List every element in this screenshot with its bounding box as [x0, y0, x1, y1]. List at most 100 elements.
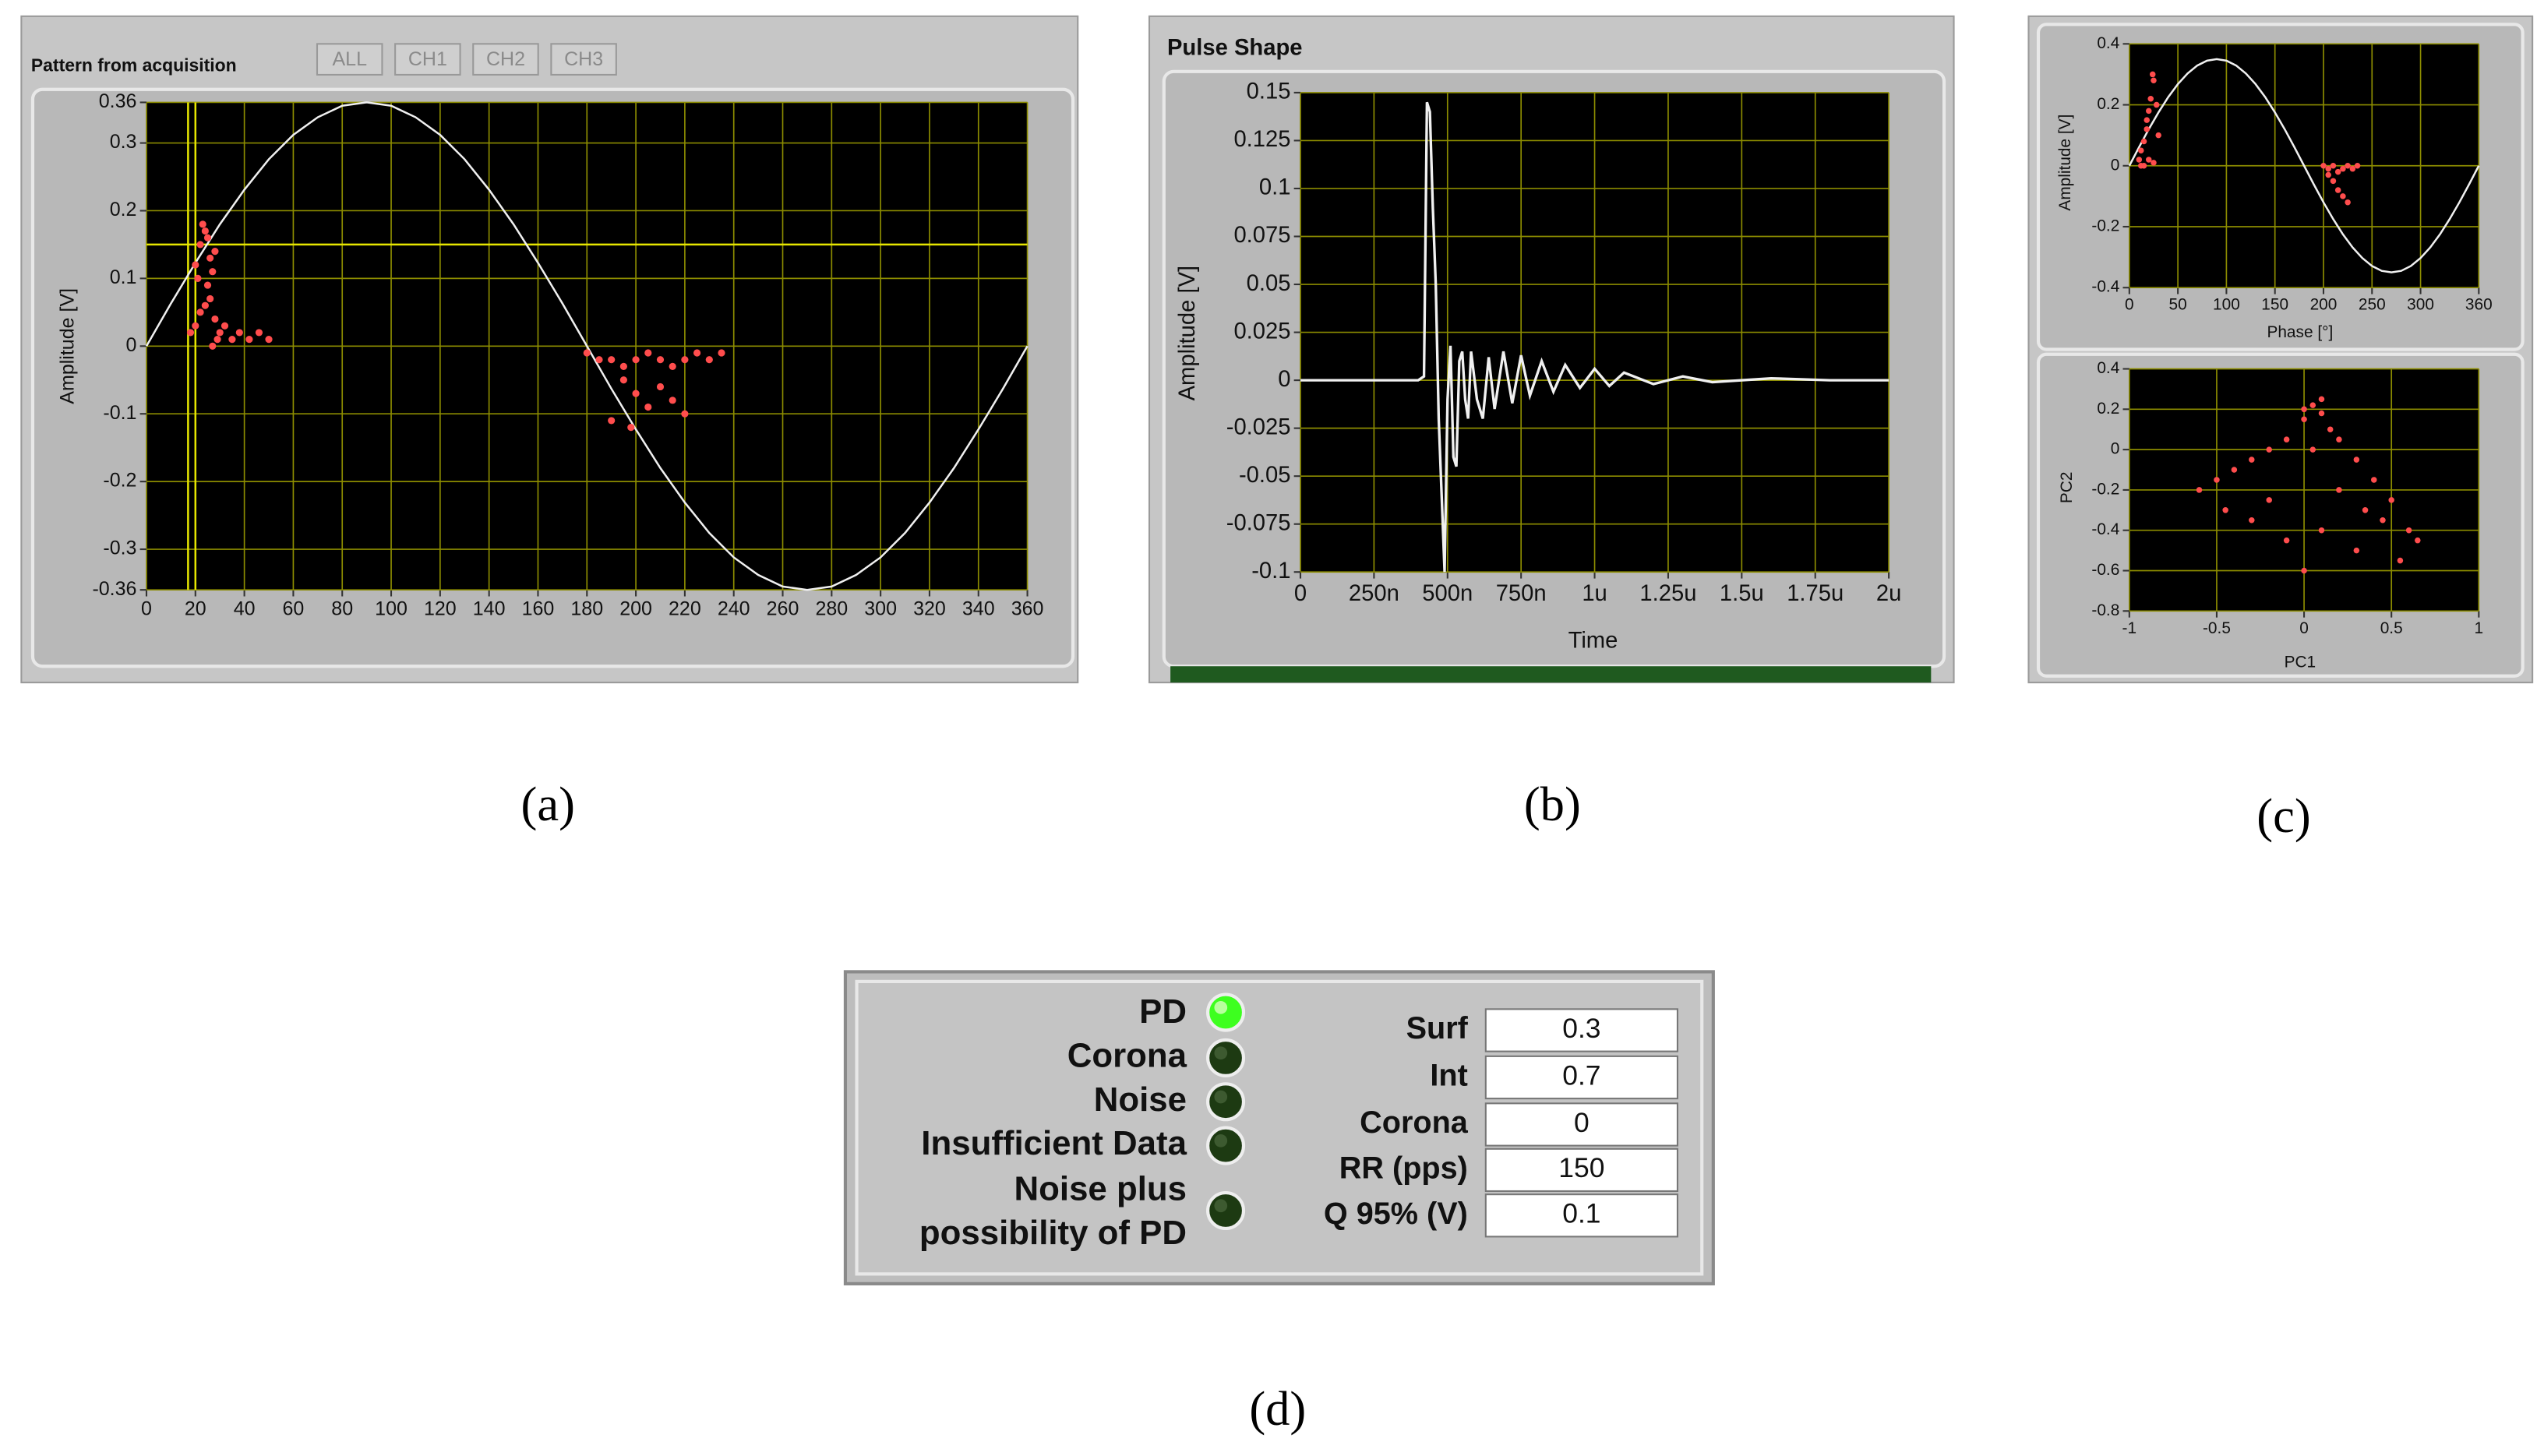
y-axis-label: Amplitude [V] [2056, 115, 2074, 211]
data-point [2283, 436, 2290, 442]
field-value: 0.7 [1562, 1059, 1600, 1091]
curve [1300, 101, 1889, 573]
field-label: Corona [1360, 1105, 1469, 1140]
data-point [608, 356, 616, 364]
x-axis-label: Phase [°] [2267, 323, 2333, 341]
data-point [194, 274, 202, 282]
channel-button[interactable] [394, 43, 461, 76]
x-tick-label: 120 [424, 598, 457, 620]
data-point [2153, 101, 2160, 108]
x-tick-label: 140 [473, 598, 506, 620]
y-tick-label: 0.05 [1247, 271, 1291, 296]
y-tick-label: -0.1 [1251, 559, 1290, 583]
channel-button[interactable] [550, 43, 617, 76]
field-box [1484, 1102, 1678, 1147]
data-point [2336, 487, 2342, 493]
data-point [255, 329, 263, 337]
y-tick-label: -0.075 [1226, 510, 1291, 535]
channel-button[interactable] [472, 43, 539, 76]
x-tick-label: 0 [2125, 296, 2134, 314]
caption: (c) [2256, 788, 2310, 843]
y-tick-label: -0.2 [2091, 217, 2119, 234]
x-axis-label: Time [1568, 629, 1618, 654]
data-point [216, 329, 224, 337]
data-point [2362, 507, 2369, 513]
data-point [681, 410, 689, 418]
x-tick-label: 1u [1582, 581, 1607, 606]
data-point [2334, 168, 2341, 175]
led-highlight [1214, 1046, 1228, 1060]
x-tick-label: 240 [718, 598, 750, 620]
data-point [2345, 199, 2351, 206]
data-point [2318, 410, 2325, 417]
x-tick-label: 150 [2261, 296, 2288, 314]
y-tick-label: 0.36 [99, 90, 137, 112]
data-point [2196, 487, 2203, 493]
data-point [632, 390, 640, 397]
data-point [2144, 117, 2151, 123]
field-value: 150 [1558, 1152, 1604, 1183]
channel-button-label: CH1 [408, 48, 447, 70]
data-point [196, 241, 204, 249]
data-point [2340, 165, 2346, 172]
data-point [627, 424, 635, 432]
data-point [2397, 557, 2404, 564]
data-point [209, 268, 217, 276]
y-tick-label: 0.1 [1259, 175, 1291, 200]
y-tick-label: -0.05 [1239, 463, 1291, 488]
data-point [211, 315, 219, 323]
data-point [196, 308, 204, 316]
field-value: 0 [1574, 1107, 1590, 1138]
y-tick-label: 0 [2111, 156, 2120, 174]
data-point [2155, 132, 2161, 139]
indicator-label: possibility of PD [919, 1214, 1187, 1252]
data-point [2222, 507, 2228, 513]
y-tick-label: 0.15 [1247, 79, 1291, 104]
data-point [2318, 396, 2325, 403]
field-label: Int [1430, 1058, 1467, 1092]
data-point [2330, 178, 2337, 185]
data-point [235, 329, 243, 337]
data-point [2147, 95, 2154, 102]
data-point [2145, 157, 2152, 163]
chart-title: Pulse Shape [1167, 35, 1303, 60]
data-point [2301, 416, 2307, 423]
x-tick-label: 360 [2465, 296, 2493, 314]
y-tick-label: 0.125 [1233, 127, 1290, 152]
field-label: Surf [1406, 1011, 1469, 1045]
y-tick-label: -0.4 [2091, 278, 2119, 296]
indicator-label: PD [1139, 992, 1187, 1031]
channel-button-label: CH2 [486, 48, 525, 70]
data-point [192, 261, 199, 269]
x-tick-label: 180 [570, 598, 603, 620]
data-point [2136, 157, 2143, 163]
data-point [2138, 163, 2144, 169]
field-value: 0.3 [1562, 1013, 1600, 1044]
x-tick-label: 280 [815, 598, 848, 620]
channel-button[interactable] [316, 43, 383, 76]
y-axis-label: PC2 [2058, 471, 2076, 503]
x-tick-label: 1.5u [1720, 581, 1764, 606]
data-point [2345, 163, 2351, 169]
data-point [2318, 527, 2325, 534]
y-tick-label: -0.1 [103, 402, 136, 424]
data-point [644, 403, 652, 411]
x-tick-label: 200 [619, 598, 652, 620]
x-tick-label: 100 [375, 598, 408, 620]
data-point [2301, 406, 2307, 413]
data-point [2149, 71, 2156, 78]
data-point [206, 254, 214, 262]
field-label: Q 95% (V) [1324, 1197, 1468, 1231]
channel-button-label: ALL [332, 48, 367, 70]
y-axis-label: Amplitude [V] [56, 288, 78, 404]
data-point [2145, 108, 2152, 115]
data-point [2371, 477, 2377, 483]
data-point [192, 322, 199, 330]
x-tick-label: 300 [864, 598, 897, 620]
x-tick-label: 0 [141, 598, 152, 620]
data-point [201, 301, 209, 309]
data-point [2266, 497, 2272, 503]
x-tick-label: 500n [1422, 581, 1473, 606]
x-tick-label: 300 [2407, 296, 2434, 314]
